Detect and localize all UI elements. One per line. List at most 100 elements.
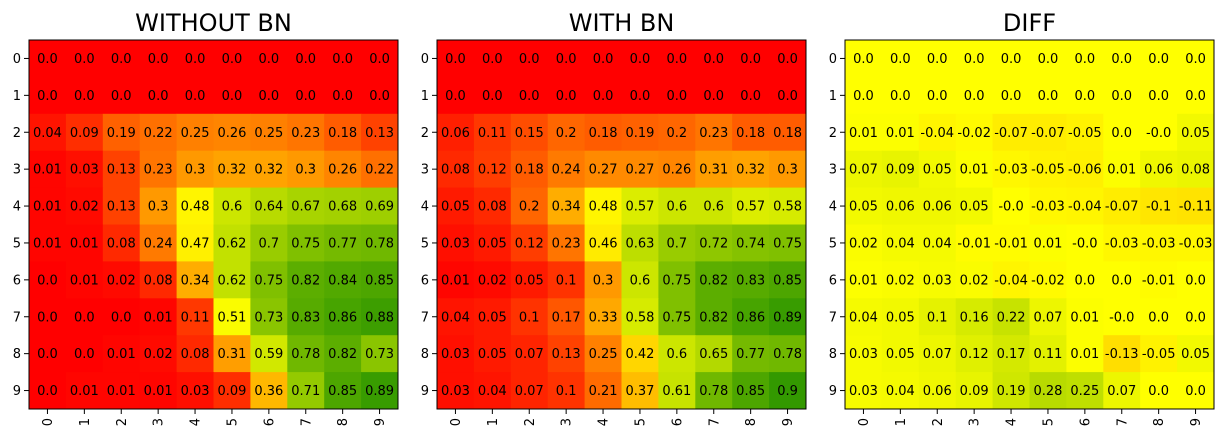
cell-value-label: -0.05: [1068, 126, 1102, 141]
cell-value-label: 0.01: [70, 273, 99, 288]
y-tick-label: 1: [829, 89, 837, 104]
cell-value-label: 0.0: [1148, 310, 1169, 325]
cell-value-label: 0.61: [662, 384, 691, 399]
cell-value-label: 0.07: [515, 384, 544, 399]
heatmap-cell: [361, 76, 399, 115]
heatmap-cell: [213, 187, 251, 225]
cell-value-label: 0.2: [556, 126, 577, 141]
heatmap-cell: [845, 40, 883, 78]
cell-value-label: 0.0: [1148, 89, 1169, 104]
heatmap-cell: [769, 298, 807, 336]
cell-value-label: 0.0: [630, 52, 651, 67]
y-tick-label: 2: [13, 126, 21, 141]
y-tick-label: 4: [13, 200, 21, 215]
cell-value-label: 0.0: [1148, 52, 1169, 67]
cell-value-label: 0.0: [519, 89, 540, 104]
cell-value-label: 0.0: [927, 89, 948, 104]
cell-value-label: 0.01: [441, 273, 470, 288]
heatmap-cell: [1103, 187, 1141, 225]
cell-value-label: 0.18: [773, 126, 802, 141]
cell-value-label: 0.18: [736, 126, 765, 141]
heatmap-cell: [510, 298, 549, 336]
heatmap-cell: [955, 76, 994, 115]
cell-value-label: 0.19: [625, 126, 654, 141]
heatmap-cell: [102, 40, 141, 78]
cell-value-label: 0.0: [853, 89, 874, 104]
cell-value-label: 0.0: [1185, 52, 1206, 67]
cell-value-label: 0.06: [923, 200, 952, 215]
cell-value-label: 0.0: [445, 52, 466, 67]
y-tick-label: 1: [13, 89, 21, 104]
y-tick-label: 4: [829, 200, 837, 215]
heatmap-cell: [845, 261, 883, 299]
cell-value-label: 0.0: [593, 89, 614, 104]
heatmap-cell: [769, 150, 807, 189]
x-tick-label: 2: [523, 418, 538, 426]
chart-title: WITHOUT BN: [135, 9, 292, 37]
cell-value-label: -0.01: [1142, 273, 1176, 288]
heatmap-cell: [621, 76, 659, 115]
heatmap-cell: [139, 224, 178, 262]
heatmap-cell: [361, 298, 399, 336]
cell-value-label: 0.0: [703, 89, 724, 104]
heatmap-cell: [176, 150, 214, 189]
cell-value-label: 0.24: [144, 236, 173, 251]
heatmap-cell: [361, 150, 399, 189]
x-tick-label: 7: [1115, 418, 1130, 426]
heatmap-cell: [1140, 298, 1178, 336]
cell-value-label: 0.05: [515, 273, 544, 288]
heatmap-cell: [437, 150, 475, 189]
heatmap-cell: [1177, 224, 1215, 262]
heatmap-cell: [695, 40, 733, 78]
x-tick-label: 6: [1078, 418, 1093, 426]
cell-value-label: 0.06: [1144, 163, 1173, 178]
cell-value-label: 0.0: [369, 89, 390, 104]
cell-value-label: 0.0: [927, 52, 948, 67]
heatmap-cell: [881, 76, 920, 115]
cell-value-label: 0.11: [478, 126, 507, 141]
heatmap-cell: [918, 224, 957, 262]
cell-value-label: 0.0: [1075, 89, 1096, 104]
x-tick-label: 0: [41, 418, 56, 426]
heatmap-cell: [287, 335, 325, 373]
heatmap-cell: [1029, 187, 1067, 225]
heatmap-cell: [29, 372, 67, 410]
cell-value-label: 0.75: [291, 236, 320, 251]
heatmap-cell: [695, 372, 733, 410]
heatmap-cell: [250, 113, 288, 152]
heatmap-cell: [287, 372, 325, 410]
heatmap-cell: [1066, 298, 1104, 336]
cell-value-label: 0.05: [478, 310, 507, 325]
cell-value-label: 0.37: [625, 384, 654, 399]
heatmap-cell: [213, 224, 251, 262]
heatmap-cell: [29, 187, 67, 225]
heatmap-cell: [324, 298, 362, 336]
heatmap-cell: [213, 76, 251, 115]
heatmap-cell: [992, 372, 1030, 410]
cell-value-label: 0.0: [964, 52, 985, 67]
y-tick-label: 9: [421, 384, 429, 399]
cell-value-label: 0.0: [740, 52, 761, 67]
heatmap-cell: [1177, 113, 1215, 152]
heatmap-cell: [547, 261, 586, 299]
cell-value-label: 0.01: [33, 236, 62, 251]
heatmap-cell: [584, 187, 622, 225]
cell-value-label: 0.01: [1033, 236, 1062, 251]
cell-value-label: 0.77: [736, 347, 765, 362]
heatmap-cell: [437, 335, 475, 373]
heatmap-cell: [1066, 76, 1104, 115]
cell-value-label: 0.0: [482, 89, 503, 104]
cell-value-label: 0.0: [37, 89, 58, 104]
cell-value-label: -0.0: [1072, 236, 1097, 251]
y-tick-label: 9: [829, 384, 837, 399]
heatmap-cell: [584, 113, 622, 152]
cell-value-label: -0.13: [1105, 347, 1139, 362]
y-tick-label: 5: [421, 236, 429, 251]
heatmap-cell: [250, 224, 288, 262]
cell-value-label: 0.1: [927, 310, 948, 325]
cell-value-label: 0.0: [1038, 52, 1059, 67]
heatmap-cell: [695, 261, 733, 299]
y-tick-label: 3: [421, 163, 429, 178]
heatmap-cell: [324, 150, 362, 189]
